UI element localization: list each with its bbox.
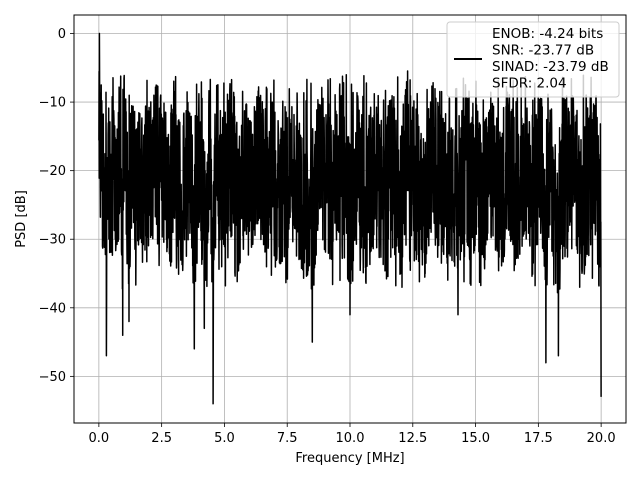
x-tick-label: 20.0 [587, 431, 616, 446]
y-tick-label: −10 [39, 96, 66, 111]
legend-box [446, 21, 620, 98]
x-tick-label: 5.0 [214, 431, 235, 446]
x-tick-label: 12.5 [398, 431, 427, 446]
y-axis-label: PSD [dB] [14, 190, 29, 248]
y-tick-label: −40 [39, 301, 66, 316]
plot-frame [73, 14, 627, 424]
legend-line-text: SINAD: -23.79 dB [492, 59, 609, 75]
y-tick-label: 0 [58, 27, 66, 42]
x-axis-label: Frequency [MHz] [295, 451, 404, 466]
y-tick-label: −20 [39, 164, 66, 179]
x-tick-label: 10.0 [336, 431, 365, 446]
legend: ENOB: -4.24 bits SNR: -23.77 dB SINAD: -23… [446, 21, 620, 98]
y-tick-label: −30 [39, 233, 66, 248]
legend-line-text: SFDR: 2.04 [492, 76, 567, 92]
x-tick-label: 17.5 [524, 431, 553, 446]
legend-line-text: ENOB: -4.24 bits [492, 26, 603, 42]
y-tick-label: −50 [39, 370, 66, 385]
x-tick-label: 2.5 [151, 431, 172, 446]
legend-line-text: SNR: -23.77 dB [492, 43, 594, 59]
y-axis-ticks: 0 −10 −20 −30 −40 −50 [39, 27, 74, 385]
series-line [98, 32, 602, 405]
series-layer [98, 32, 602, 405]
x-tick-label: 15.0 [461, 431, 490, 446]
x-axis-ticks: 0.0 2.5 5.0 7.5 10.0 12.5 15.0 17.5 20.0 [89, 423, 616, 446]
x-tick-label: 0.0 [89, 431, 110, 446]
x-tick-label: 7.5 [277, 431, 298, 446]
legend-entry-text: ENOB: -4.24 bits SNR: -23.77 dB SINAD: -23… [492, 26, 609, 92]
